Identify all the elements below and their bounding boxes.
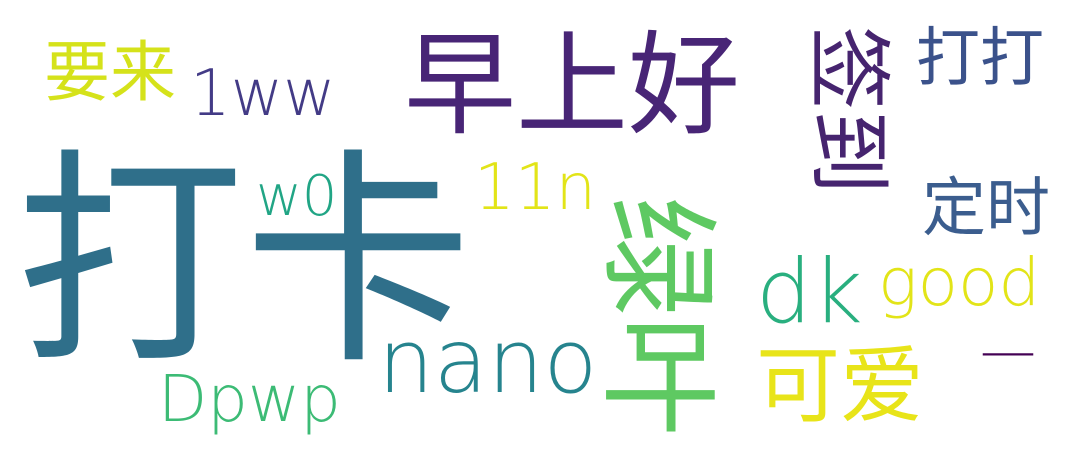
word-lvye: 绿叶: [587, 196, 726, 436]
word-11n: 11n: [474, 151, 596, 225]
word-dpwp: Dpwp: [158, 363, 341, 437]
word-dingshi: 定时: [922, 172, 1050, 246]
word-daka: 打卡: [16, 129, 472, 395]
word-dada: 打打: [916, 22, 1044, 96]
word-dash: —: [980, 319, 1036, 384]
word-1ww: 1ww: [190, 57, 336, 131]
word-w0: w0: [256, 164, 338, 229]
word-qiandao: 签到: [799, 26, 897, 195]
word-nano: nano: [378, 310, 598, 413]
word-good: good: [878, 244, 1041, 321]
word-yaolai: 要来: [44, 34, 176, 111]
word-keai: 可爱: [756, 337, 925, 435]
word-dk: dk: [756, 240, 863, 343]
word-zaoshanghao: 早上好: [404, 21, 740, 151]
